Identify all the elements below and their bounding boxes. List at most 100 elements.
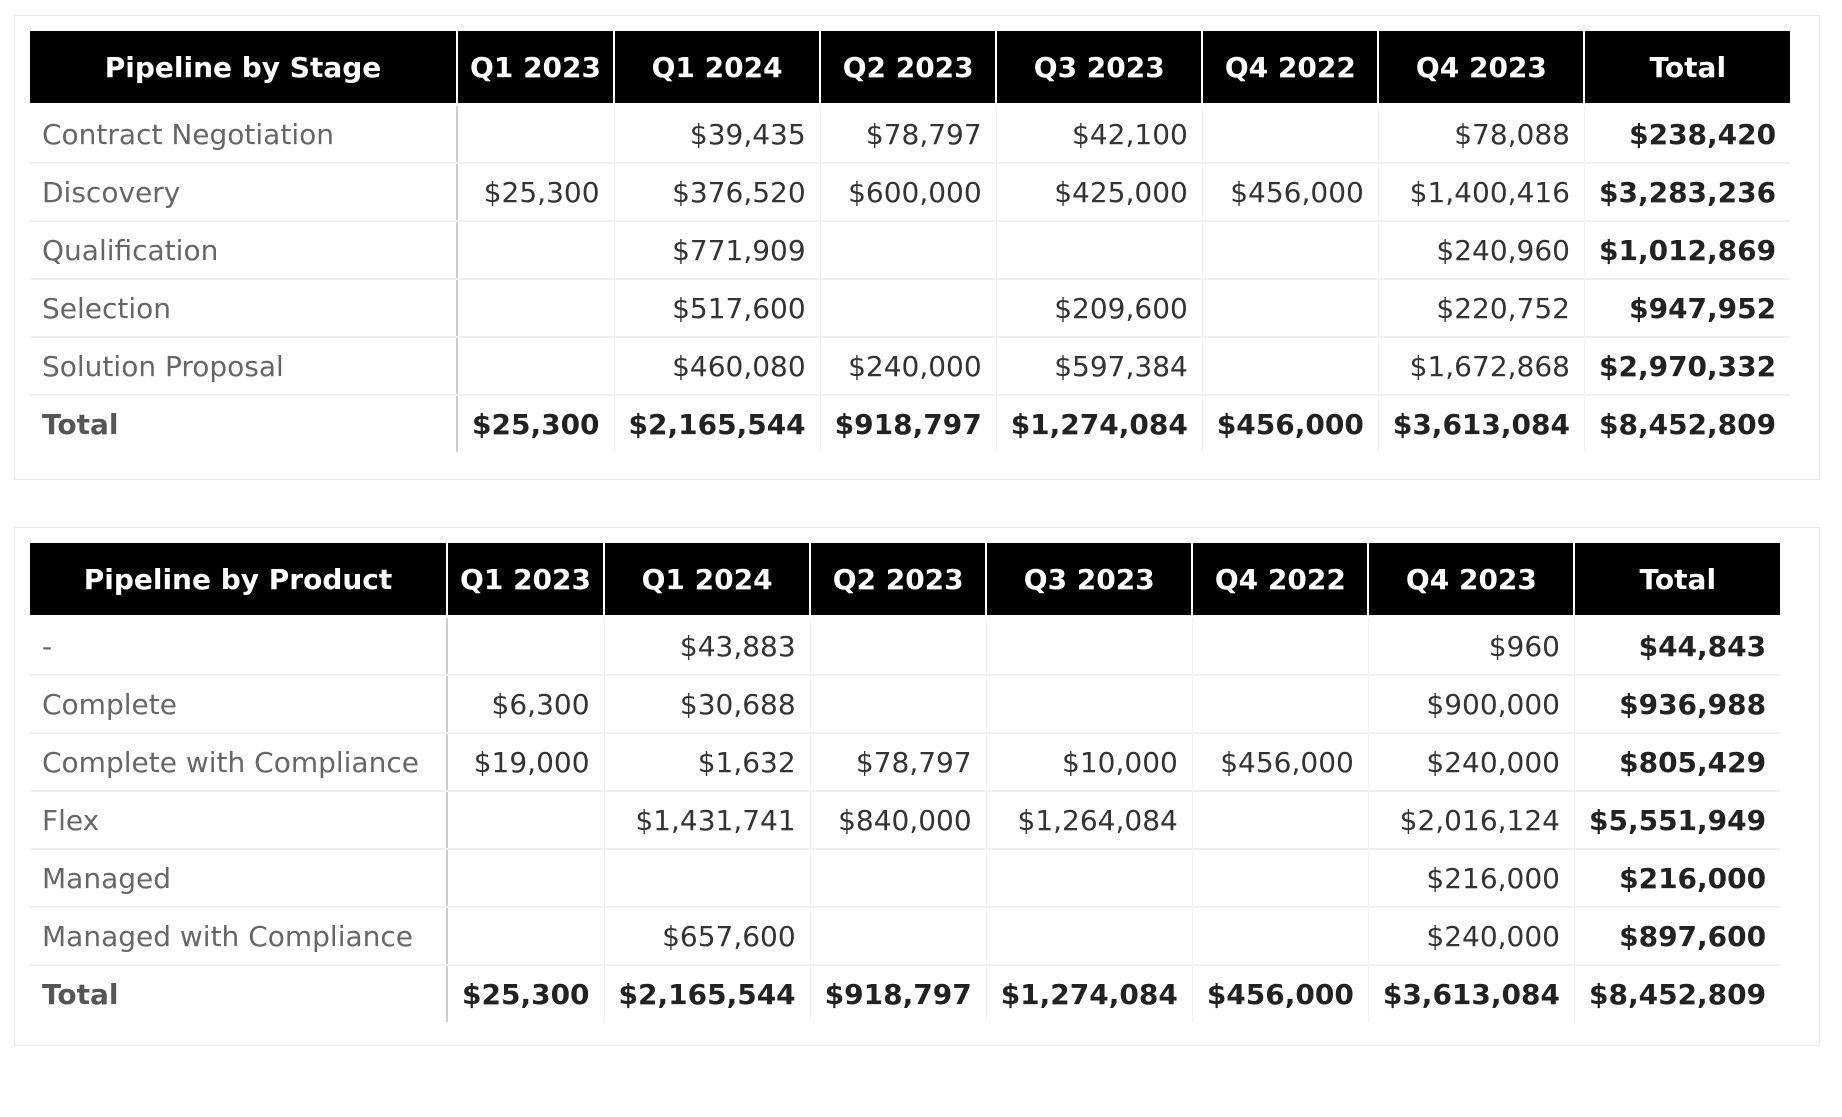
cell: $960 [1367,616,1575,676]
cell [1191,849,1369,908]
header-row: Pipeline by Stage Q1 2023 Q1 2024 Q2 2023 Q3… [30,31,1791,106]
cell [1191,791,1369,850]
row-label: Selection [30,279,458,338]
cell: $2,016,124 [1367,791,1575,850]
cell: $840,000 [809,791,987,850]
cell [1201,279,1379,338]
row-label: Total [30,395,458,452]
cell: $597,384 [995,337,1203,396]
cell: $19,000 [446,733,605,792]
row: Flex $1,431,741 $840,000 $1,264,084 $2,016,1… [30,791,1781,850]
cell: $6,300 [446,675,605,734]
cell [819,279,997,338]
row-label: Qualification [30,221,458,280]
cell: $240,000 [1367,733,1575,792]
cell [1191,907,1369,966]
cell [985,675,1193,734]
cell [456,279,615,338]
row-label: Managed with Compliance [30,907,448,966]
cell: $25,300 [456,163,615,222]
cell: $897,600 [1573,907,1781,966]
cell: $216,000 [1367,849,1575,908]
cell: $1,264,084 [985,791,1193,850]
cell: $3,613,084 [1377,395,1585,452]
column-header: Q4 2023 [1367,543,1575,618]
row-label: Flex [30,791,448,850]
cell: $10,000 [985,733,1193,792]
table-card: Pipeline by Product Q1 2023 Q1 2024 Q2 2023… [14,527,1820,1046]
tbody: Contract Negotiation $39,435 $78,797 $42,10… [30,104,1791,452]
cell [446,849,605,908]
cell: $78,797 [809,733,987,792]
cell: $1,274,084 [995,395,1203,452]
cell: $2,970,332 [1583,337,1791,396]
column-header: Q4 2023 [1377,31,1585,106]
row: Total $25,300 $2,165,544 $918,797 $1,274,084… [30,395,1791,452]
row-label: Discovery [30,163,458,222]
cell: $460,080 [613,337,821,396]
row: Managed with Compliance $657,600 $240,000 $… [30,907,1781,966]
cell: $1,400,416 [1377,163,1585,222]
column-header: Q3 2023 [985,543,1193,618]
row: Qualification $771,909 $240,960 $1,012,869 [30,221,1791,280]
cell: $657,600 [603,907,811,966]
cell [809,849,987,908]
column-header: Total [1583,31,1791,106]
cell: $456,000 [1201,163,1379,222]
cell [446,907,605,966]
row: Total $25,300 $2,165,544 $918,797 $1,274,084… [30,965,1781,1022]
cell: $209,600 [995,279,1203,338]
row: Selection $517,600 $209,600 $220,752 $947,95… [30,279,1791,338]
row: Discovery $25,300 $376,520 $600,000 $425,000… [30,163,1791,222]
header-row: Pipeline by Product Q1 2023 Q1 2024 Q2 2023… [30,543,1781,618]
cell: $240,960 [1377,221,1585,280]
row: Contract Negotiation $39,435 $78,797 $42,10… [30,104,1791,164]
cell [1201,104,1379,164]
cell: $240,000 [1367,907,1575,966]
cell: $5,551,949 [1573,791,1781,850]
cell: $25,300 [456,395,615,452]
table-title: Pipeline by Stage [30,31,457,106]
cell: $238,420 [1583,104,1791,164]
cell: $900,000 [1367,675,1575,734]
cell: $8,452,809 [1573,965,1781,1022]
table: Pipeline by Stage Q1 2023 Q1 2024 Q2 2023 Q3… [30,31,1791,452]
cell: $216,000 [1573,849,1781,908]
cell: $44,843 [1573,616,1781,676]
row-label: - [30,616,448,676]
row-label: Complete with Compliance [30,733,448,792]
cell [809,675,987,734]
cell [985,616,1193,676]
cell: $78,797 [819,104,997,164]
column-header: Q1 2023 [455,31,615,106]
row: Complete with Compliance $19,000 $1,632 $78… [30,733,1781,792]
cell [809,907,987,966]
cell: $78,088 [1377,104,1585,164]
cell: $936,988 [1573,675,1781,734]
row: Complete $6,300 $30,688 $900,000 $936,988 [30,675,1781,734]
cell [819,221,997,280]
cell: $1,012,869 [1583,221,1791,280]
thead: Pipeline by Stage Q1 2023 Q1 2024 Q2 2023 Q3… [30,31,1791,106]
row-label: Complete [30,675,448,734]
cell [985,849,1193,908]
cell: $1,274,084 [985,965,1193,1022]
row-label: Managed [30,849,448,908]
cell: $805,429 [1573,733,1781,792]
cell [603,849,811,908]
cell [1201,221,1379,280]
cell: $220,752 [1377,279,1585,338]
cell [809,616,987,676]
cell [995,221,1203,280]
cell [456,221,615,280]
cell: $947,952 [1583,279,1791,338]
row-label: Total [30,965,448,1022]
row-label: Solution Proposal [30,337,458,396]
cell: $1,632 [603,733,811,792]
column-header: Q3 2023 [995,31,1203,106]
cell: $43,883 [603,616,811,676]
column-header: Q4 2022 [1191,543,1369,618]
cell: $771,909 [613,221,821,280]
cell [446,791,605,850]
